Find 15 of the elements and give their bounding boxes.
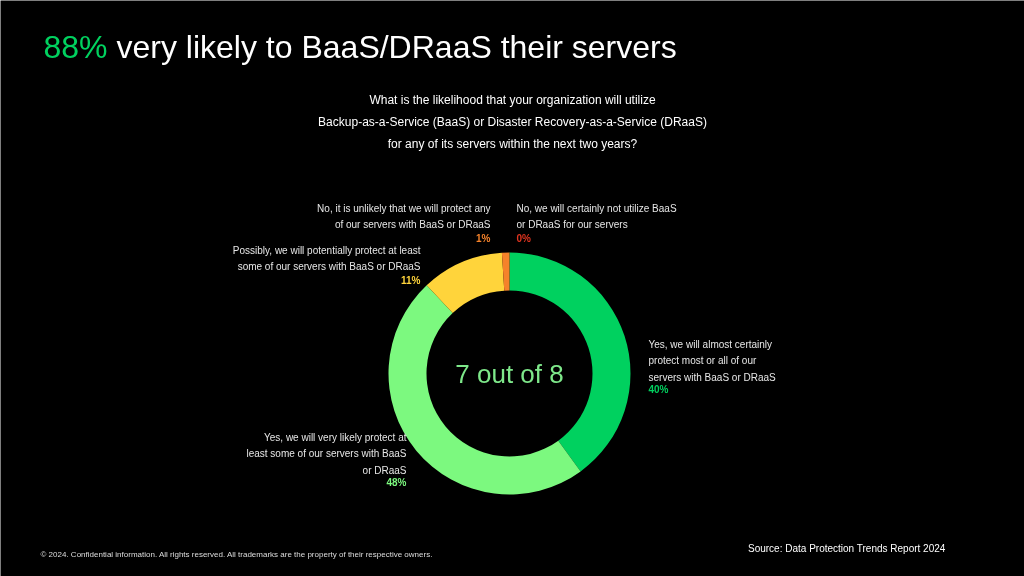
data-label: 48% xyxy=(386,476,407,488)
category-label: No, we will certainly not utilize BaaS or DRaaS for our servers xyxy=(516,202,677,230)
slice-label: Possibly, we will potentially protect at least some of our servers with BaaS or DRaaS xyxy=(232,244,421,272)
slice-label: No, it is unlikely that we will protect any of our servers with BaaS or DRaaS xyxy=(317,202,491,230)
slice-label: Yes, we will almost certainly protect most or all of our servers with BaaS or DRaaS xyxy=(648,338,777,383)
text: © 2024. Confidential information. All rights reserved. All trademarks are the property of their respective owners. xyxy=(40,550,433,559)
chart-subtitle: What is the likelihood that your organization will utilize Backup-as-a-Service (BaaS) or Disaster Recovery-as-a-Service (DRaaS) for any of its servers within the next two years? xyxy=(318,92,707,152)
slice-label: Yes, we will very likely protect at least some of our servers with BaaS or DRaaS xyxy=(246,431,407,476)
text: 0% xyxy=(516,232,531,244)
text: 7 out of 8 xyxy=(455,358,564,389)
data-label: 11% xyxy=(401,274,421,286)
chart-title: 88% very likely to BaaS/DRaaS their servers xyxy=(43,28,677,65)
source-note: Source: Data Protection Trends Report 2024 xyxy=(747,543,946,554)
data-label: 1% xyxy=(476,232,491,244)
data-label: 40% xyxy=(648,383,669,395)
